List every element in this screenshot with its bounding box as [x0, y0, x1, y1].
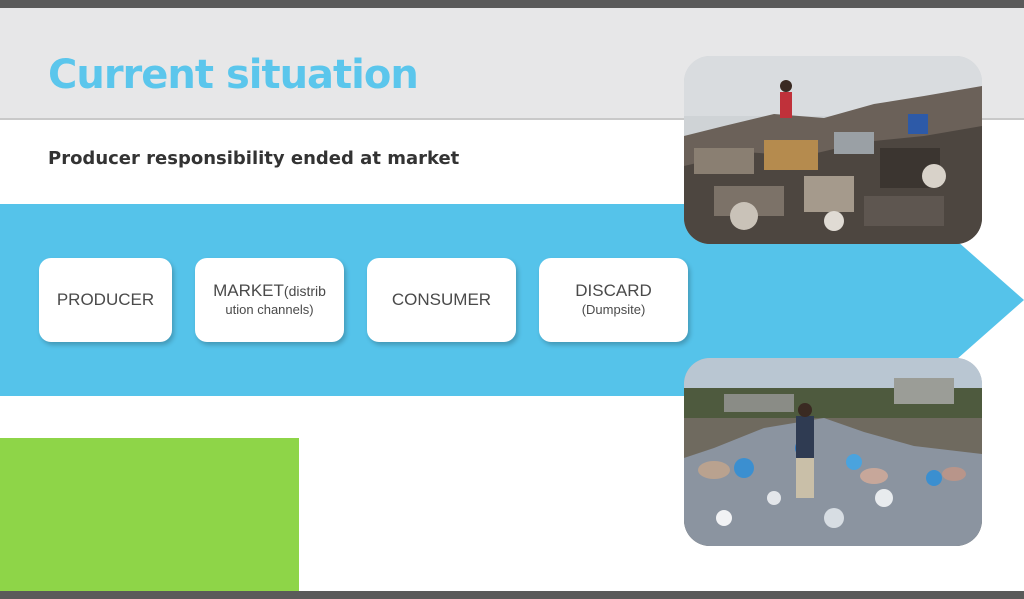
accent-green-block	[0, 438, 299, 591]
slide-subtitle: Producer responsibility ended at market	[48, 148, 460, 169]
waste-field-photo	[684, 358, 982, 546]
step-discard: DISCARD (Dumpsite)	[539, 258, 688, 342]
step-consumer-label: CONSUMER	[391, 290, 492, 309]
step-producer-label: PRODUCER	[56, 290, 155, 309]
step-market-label-line2: ution channels)	[225, 302, 314, 317]
step-discard-label-line2: (Dumpsite)	[581, 302, 646, 317]
step-discard-label: DISCARD	[575, 281, 652, 300]
step-market: MARKET(distrib ution channels)	[195, 258, 344, 342]
top-frame-bar	[0, 0, 1024, 8]
step-market-label-small: (distrib	[283, 283, 326, 299]
bottom-frame-bar	[0, 591, 1024, 599]
step-market-label: MARKET	[213, 281, 284, 300]
dumpsite-photo	[684, 56, 982, 244]
step-consumer: CONSUMER	[367, 258, 516, 342]
slide-title: Current situation	[48, 52, 419, 98]
step-producer: PRODUCER	[39, 258, 172, 342]
